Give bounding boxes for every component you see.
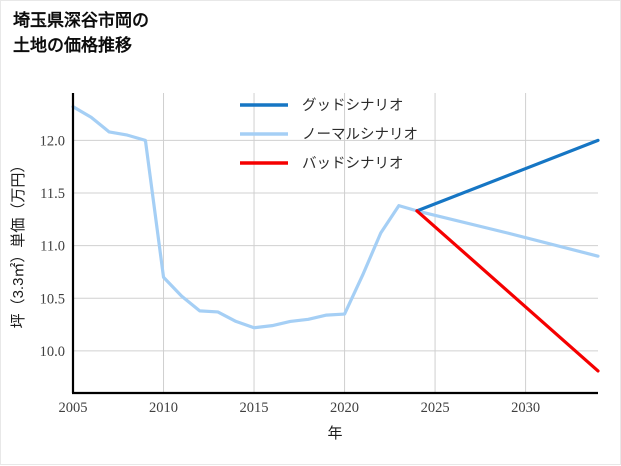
x-tick-labels: 2005 2010 2015 2020 2025 2030 bbox=[59, 400, 541, 416]
axis-lines bbox=[71, 93, 598, 395]
chart-title-line2: 土地の価格推移 bbox=[13, 35, 132, 55]
x-tick-label: 2010 bbox=[149, 400, 178, 416]
series-line bbox=[71, 105, 600, 330]
y-tick-label: 12.0 bbox=[40, 133, 65, 149]
y-tick-label: 11.0 bbox=[40, 239, 65, 255]
x-tick-label: 2020 bbox=[330, 400, 359, 416]
x-tick-label: 2030 bbox=[511, 400, 540, 416]
data-series-group bbox=[71, 105, 600, 373]
x-tick-label: 2015 bbox=[240, 400, 269, 416]
x-tick-label: 2025 bbox=[421, 400, 450, 416]
y-tick-label: 10.0 bbox=[40, 344, 65, 360]
legend-label: バッドシナリオ bbox=[302, 156, 404, 172]
x-axis-title: 年 bbox=[327, 425, 342, 442]
x-tick-label: 2005 bbox=[59, 400, 88, 416]
y-tick-label: 11.5 bbox=[40, 186, 65, 202]
series-line bbox=[415, 138, 600, 213]
series-line bbox=[415, 209, 600, 373]
chart-title-line1: 埼玉県深谷市岡の bbox=[13, 11, 149, 30]
legend-label: グッドシナリオ bbox=[302, 97, 404, 114]
legend-label: ノーマルシナリオ bbox=[302, 127, 418, 143]
y-axis-title: 坪（3.3㎡）単価（万円） bbox=[10, 158, 27, 329]
y-tick-labels: 10.0 10.5 11.0 11.5 12.0 bbox=[40, 133, 65, 360]
chart-title: 埼玉県深谷市岡の 土地の価格推移 bbox=[13, 9, 149, 58]
y-tick-label: 10.5 bbox=[40, 291, 65, 307]
